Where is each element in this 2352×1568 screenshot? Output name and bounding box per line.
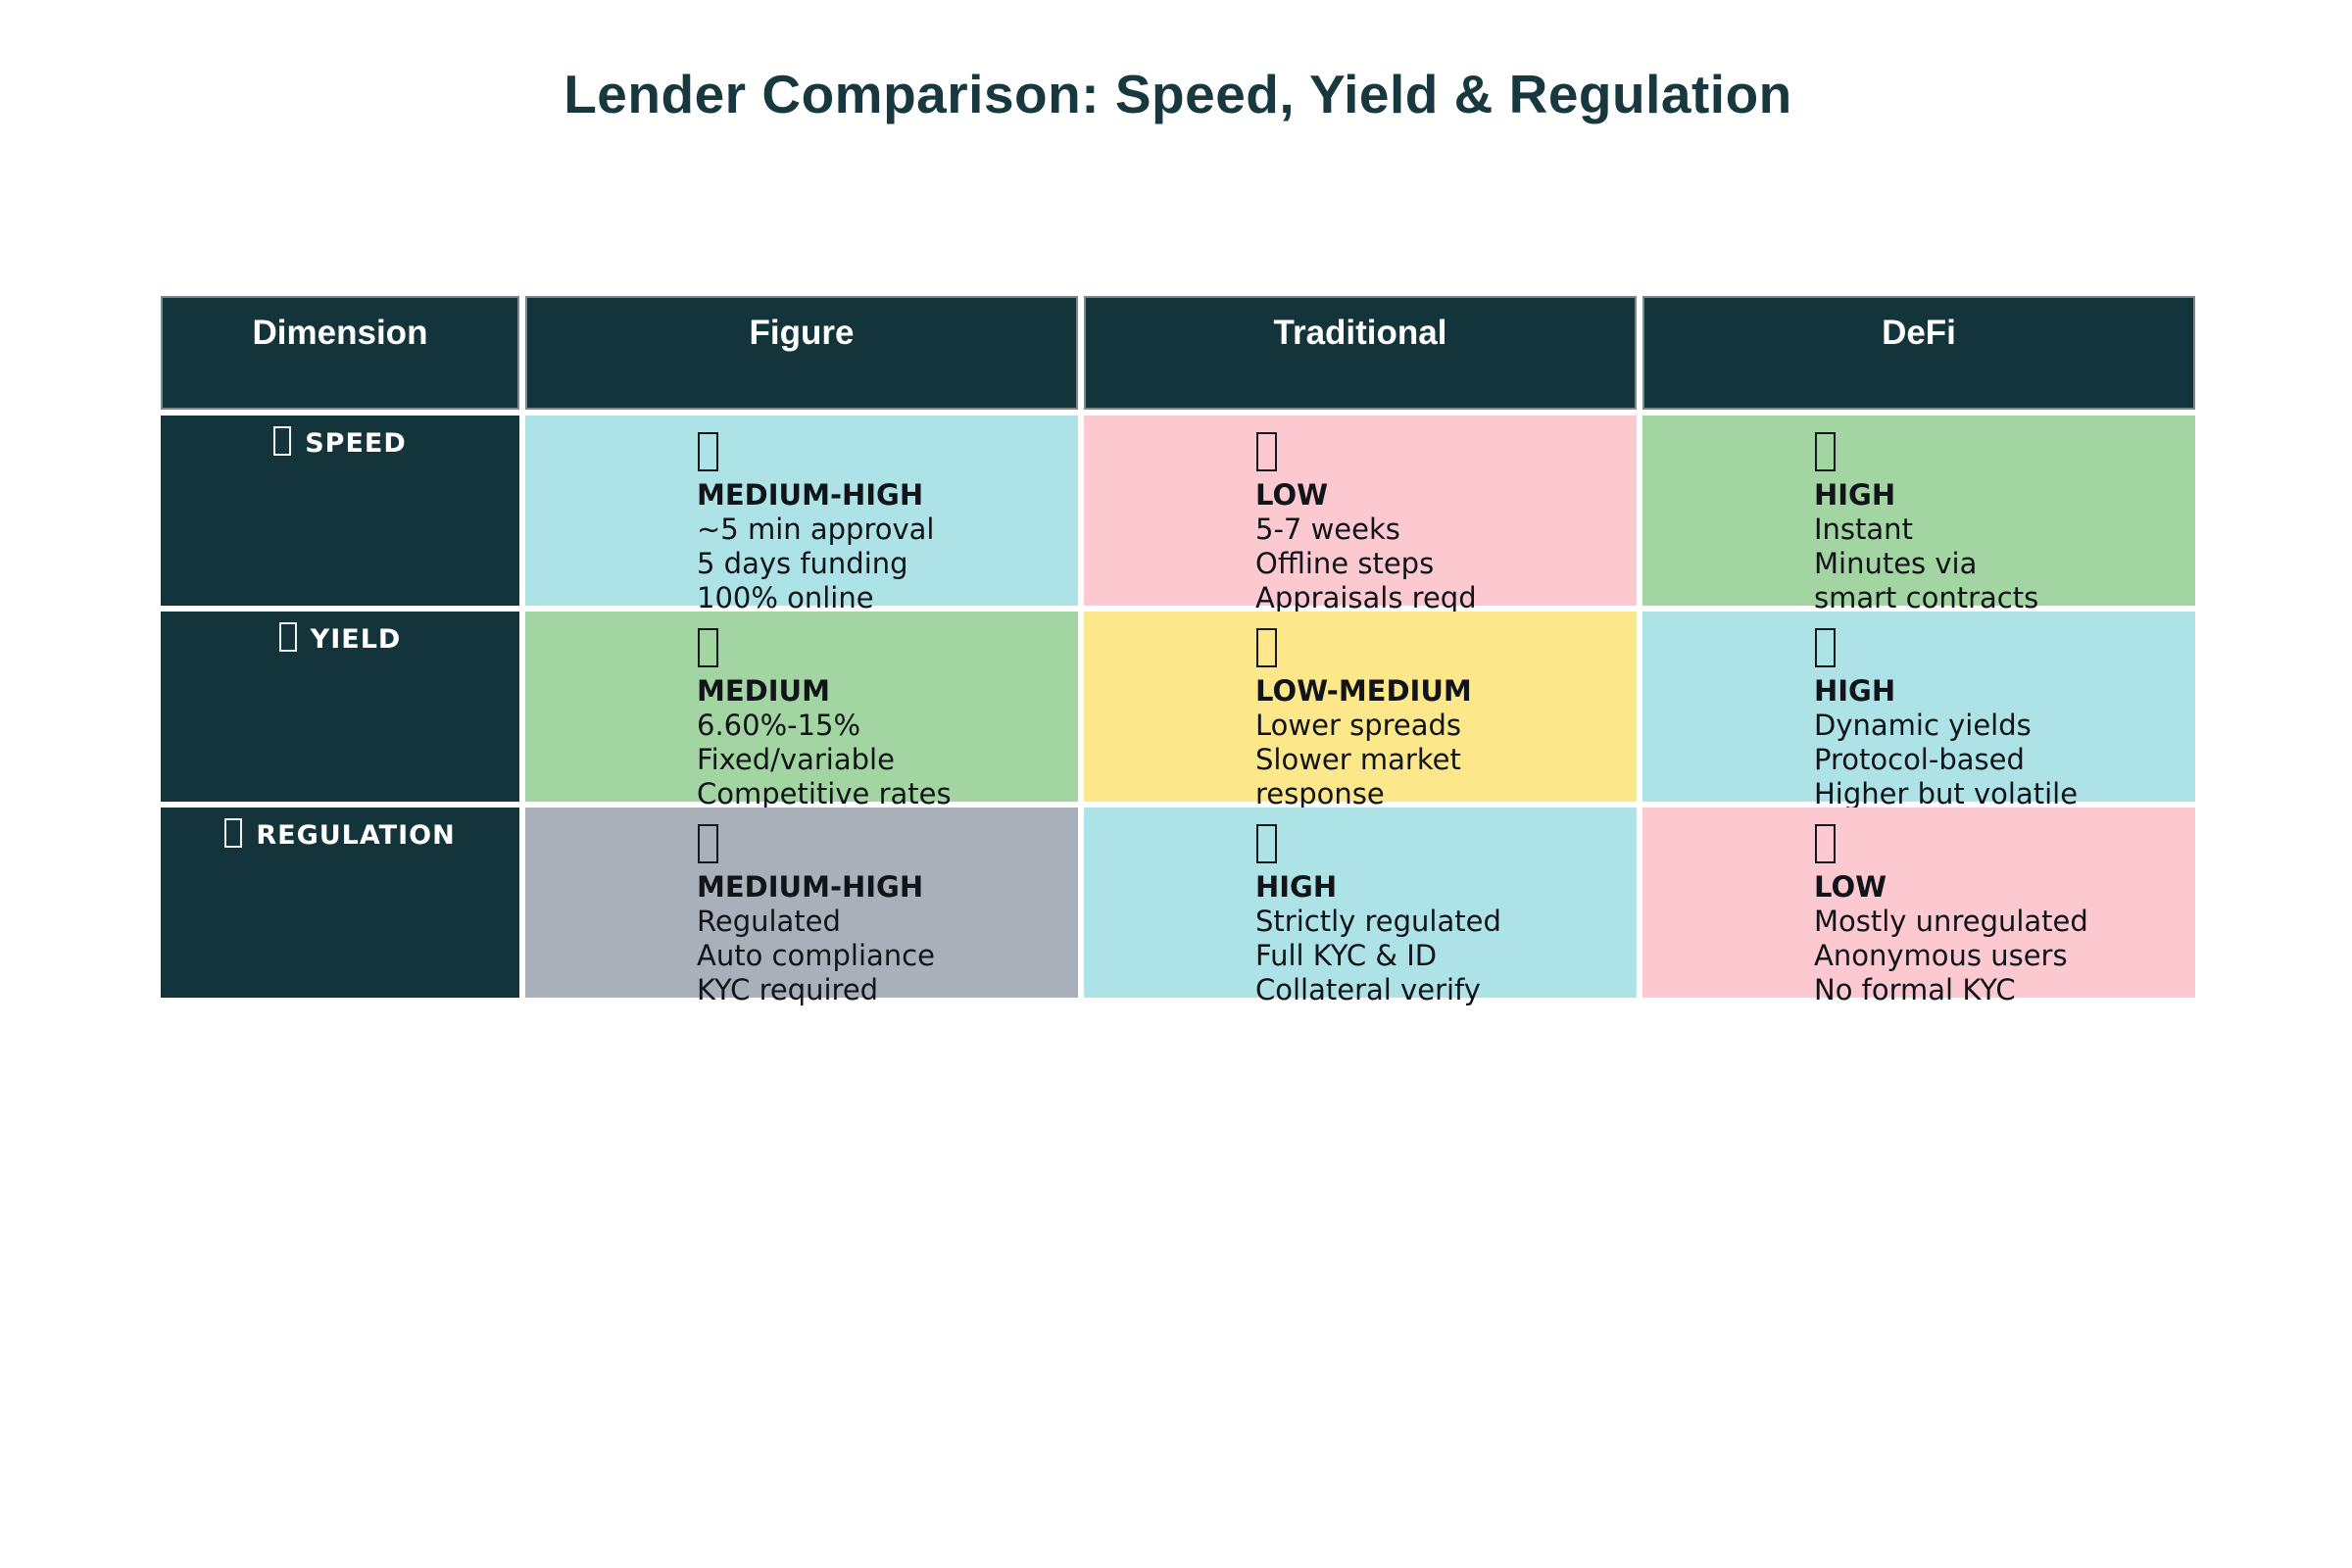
row-label-text: REGULATION — [256, 820, 456, 851]
header-cell-dimension: Dimension — [161, 296, 519, 410]
cell-detail-line: 100% online — [697, 581, 874, 614]
missing-glyph-icon — [1815, 432, 1836, 471]
cell-detail-line: Regulated — [697, 905, 841, 938]
cell-figure-yield: MEDIUM 6.60%-15% Fixed/variable Competit… — [525, 612, 1078, 810]
missing-glyph-icon — [1256, 628, 1277, 667]
missing-glyph-icon — [698, 432, 718, 471]
missing-glyph-icon — [224, 818, 243, 848]
cell-detail-line: Anonymous users — [1814, 939, 2068, 972]
cell-level: MEDIUM — [697, 674, 830, 708]
cell-detail-line: 5-7 weeks — [1255, 513, 1400, 546]
cell-detail-line: Slower market — [1255, 743, 1461, 776]
missing-glyph-icon — [278, 622, 297, 652]
cell-detail-line: No formal KYC — [1814, 973, 2016, 1006]
cell-level: LOW-MEDIUM — [1255, 674, 1472, 708]
cell-detail-line: Dynamic yields — [1814, 709, 2032, 742]
missing-glyph-icon — [1815, 628, 1836, 667]
cell-detail-line: Strictly regulated — [1255, 905, 1501, 938]
cell-detail-line: 5 days funding — [697, 547, 908, 580]
cell-traditional-regulation: HIGH Strictly regulated Full KYC & ID Co… — [1084, 808, 1637, 1006]
cell-detail-line: Protocol-based — [1814, 743, 2025, 776]
cell-detail-line: Instant — [1814, 513, 1913, 546]
cell-detail-line: ~5 min approval — [697, 513, 935, 546]
cell-detail-line: response — [1255, 777, 1385, 810]
cell-detail-line: smart contracts — [1814, 581, 2039, 614]
missing-glyph-icon — [1256, 432, 1277, 471]
header-cell-figure: Figure — [525, 296, 1078, 410]
cell-detail-line: Lower spreads — [1255, 709, 1462, 742]
row-label-speed: SPEED — [161, 416, 519, 606]
row-label-text: YIELD — [310, 624, 402, 655]
missing-glyph-icon — [273, 426, 292, 456]
cell-level: MEDIUM-HIGH — [697, 478, 924, 512]
cell-detail-line: Mostly unregulated — [1814, 905, 2088, 938]
page-title: Lender Comparison: Speed, Yield & Regula… — [564, 64, 1792, 124]
comparison-table: Dimension Figure Traditional DeFi SPEED … — [161, 296, 2195, 1006]
cell-detail-line: Offline steps — [1255, 547, 1435, 580]
cell-level: LOW — [1255, 478, 1329, 512]
missing-glyph-icon — [698, 824, 718, 863]
cell-figure-speed: MEDIUM-HIGH ~5 min approval 5 days fundi… — [525, 416, 1078, 614]
cell-traditional-speed: LOW 5-7 weeks Offline steps Appraisals r… — [1084, 416, 1637, 614]
cell-detail-line: Fixed/variable — [697, 743, 895, 776]
row-label-yield: YIELD — [161, 612, 519, 802]
cell-detail-line: Competitive rates — [697, 777, 952, 810]
cell-detail-line: Full KYC & ID — [1255, 939, 1438, 972]
cell-detail-line: Collateral verify — [1255, 973, 1481, 1006]
cell-level: HIGH — [1814, 674, 1896, 708]
cell-detail-line: KYC required — [697, 973, 879, 1006]
cell-detail-line: Appraisals reqd — [1255, 581, 1477, 614]
cell-level: LOW — [1814, 870, 1887, 904]
cell-defi-speed: HIGH Instant Minutes via smart contracts — [1642, 416, 2195, 614]
cell-figure-regulation: MEDIUM-HIGH Regulated Auto compliance KY… — [525, 808, 1078, 1006]
header-cell-defi: DeFi — [1642, 296, 2195, 410]
cell-level: HIGH — [1814, 478, 1896, 512]
header-cell-traditional: Traditional — [1084, 296, 1637, 410]
cell-defi-yield: HIGH Dynamic yields Protocol-based Highe… — [1642, 612, 2195, 810]
missing-glyph-icon — [698, 628, 718, 667]
cell-level: HIGH — [1255, 870, 1338, 904]
missing-glyph-icon — [1256, 824, 1277, 863]
row-label-text: SPEED — [305, 428, 407, 459]
cell-level: MEDIUM-HIGH — [697, 870, 924, 904]
cell-traditional-yield: LOW-MEDIUM Lower spreads Slower market r… — [1084, 612, 1637, 810]
row-label-regulation: REGULATION — [161, 808, 519, 998]
cell-defi-regulation: LOW Mostly unregulated Anonymous users N… — [1642, 808, 2195, 1006]
cell-detail-line: 6.60%-15% — [697, 709, 861, 742]
cell-detail-line: Minutes via — [1814, 547, 1978, 580]
cell-detail-line: Higher but volatile — [1814, 777, 2079, 810]
missing-glyph-icon — [1815, 824, 1836, 863]
cell-detail-line: Auto compliance — [697, 939, 935, 972]
